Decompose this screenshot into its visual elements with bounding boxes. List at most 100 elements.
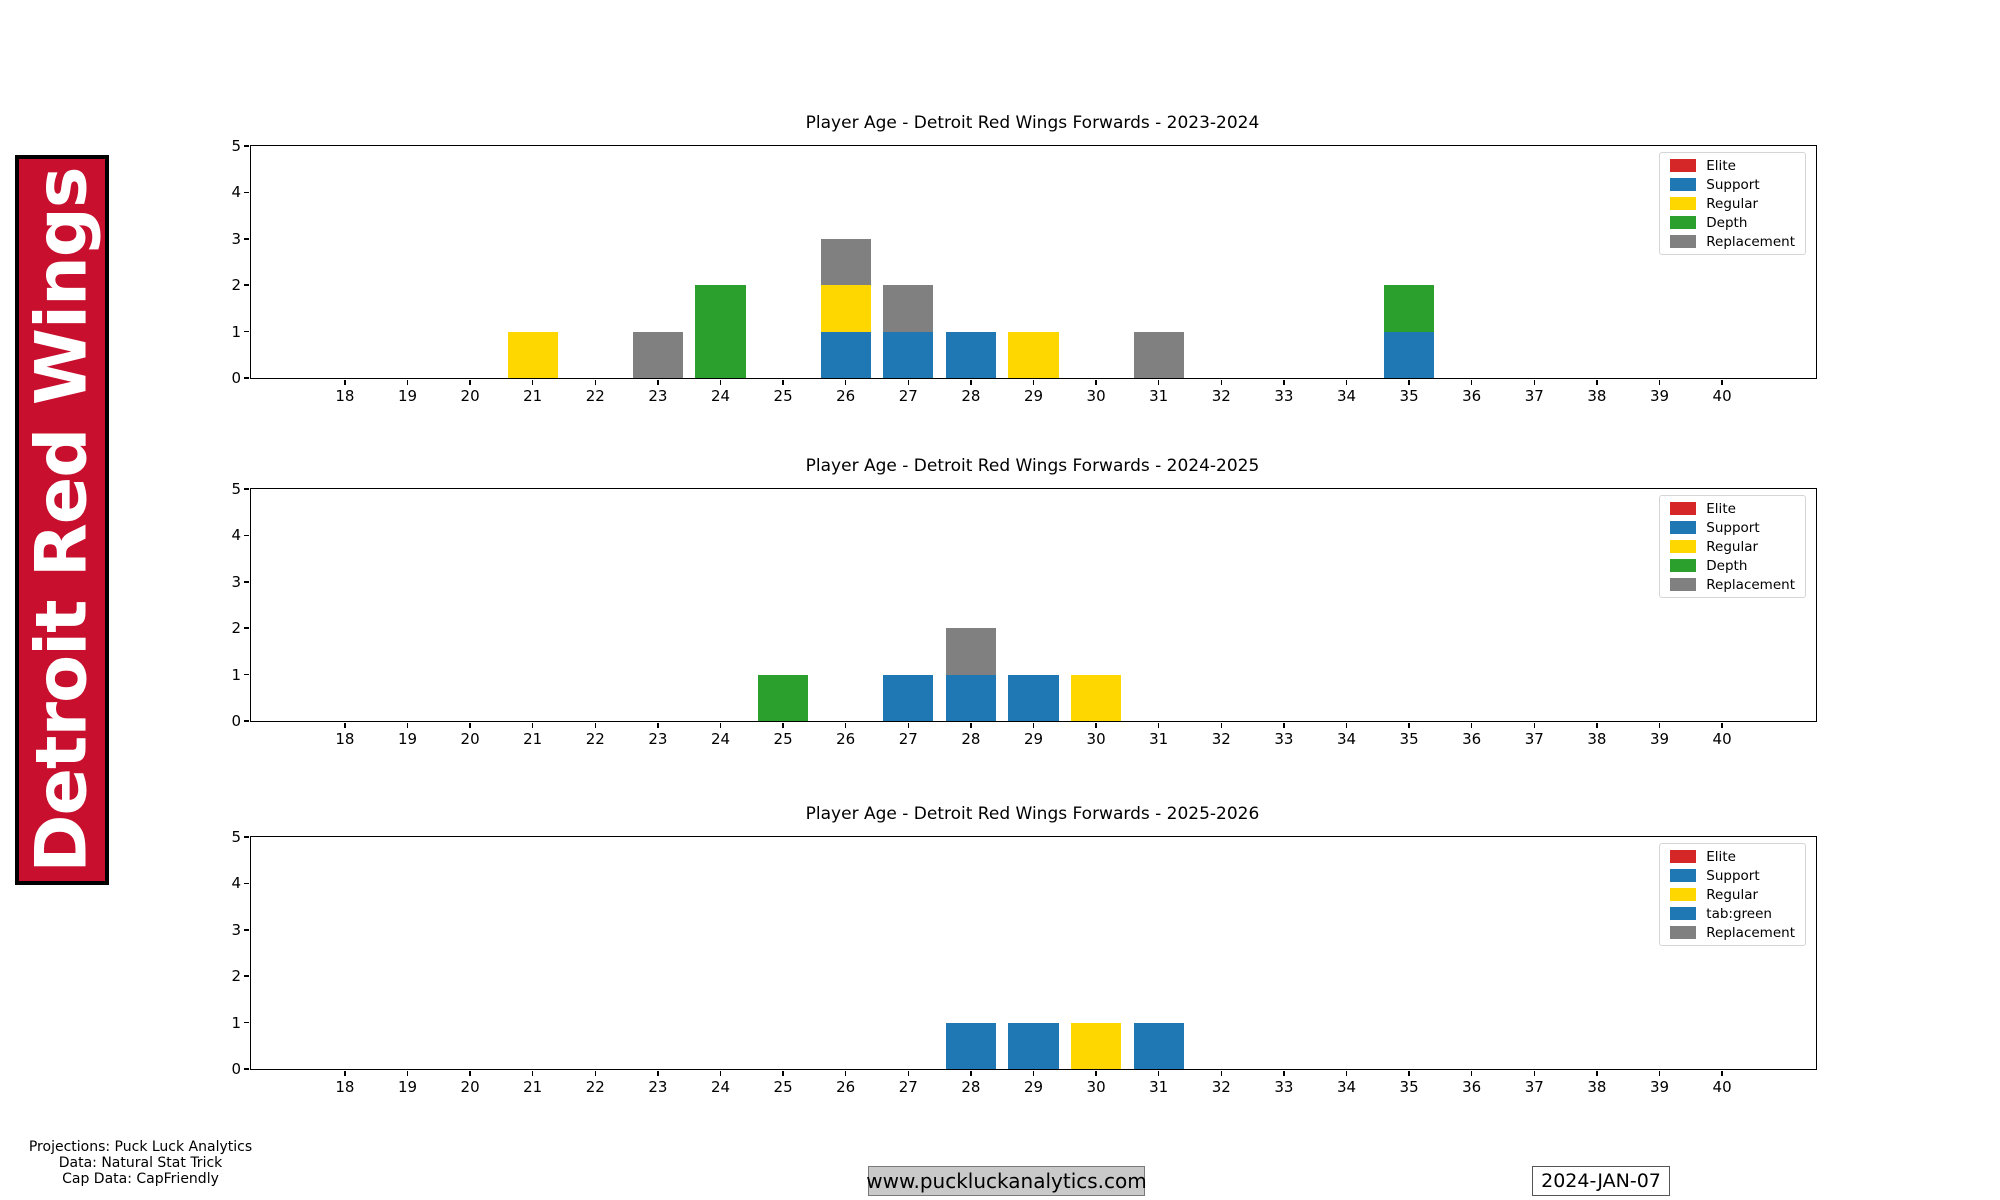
chart-title: Player Age - Detroit Red Wings Forwards … bbox=[805, 804, 1260, 824]
x-tick-37 bbox=[1533, 1070, 1536, 1076]
x-tick-label-33: 33 bbox=[1274, 730, 1294, 748]
y-tick-label-2: 2 bbox=[231, 619, 241, 638]
x-tick-label-37: 37 bbox=[1524, 1078, 1544, 1096]
legend-label: Replacement bbox=[1706, 924, 1795, 941]
x-tick-22 bbox=[594, 722, 597, 728]
chart-title: Player Age - Detroit Red Wings Forwards … bbox=[805, 113, 1260, 133]
x-tick-31 bbox=[1157, 1070, 1160, 1076]
x-tick-label-30: 30 bbox=[1086, 1078, 1106, 1096]
legend-swatch bbox=[1670, 235, 1697, 248]
legend-label: Elite bbox=[1706, 848, 1736, 865]
legend-label: Support bbox=[1706, 867, 1760, 884]
x-tick-26 bbox=[844, 722, 847, 728]
x-tick-label-29: 29 bbox=[1023, 1078, 1044, 1096]
bar-age-27-support bbox=[883, 674, 934, 721]
x-tick-label-24: 24 bbox=[710, 730, 731, 748]
legend-label: Support bbox=[1706, 176, 1760, 193]
legend-item-elite: Elite bbox=[1670, 501, 1795, 517]
y-tick-label-4: 4 bbox=[231, 874, 241, 893]
x-tick-label-31: 31 bbox=[1149, 387, 1169, 405]
x-tick-27 bbox=[907, 1070, 910, 1076]
legend-item-replacement: Replacement bbox=[1670, 234, 1795, 250]
x-tick-19 bbox=[406, 379, 409, 385]
x-tick-19 bbox=[406, 722, 409, 728]
x-tick-29 bbox=[1032, 722, 1035, 728]
bar-age-28-replacement bbox=[945, 628, 996, 675]
legend-item-regular: Regular bbox=[1670, 887, 1795, 903]
x-tick-label-25: 25 bbox=[773, 730, 793, 748]
x-tick-23 bbox=[657, 379, 659, 385]
legend-swatch bbox=[1670, 850, 1697, 863]
legend-item-support: Support bbox=[1670, 520, 1795, 536]
legend-swatch bbox=[1670, 559, 1697, 572]
x-tick-32 bbox=[1220, 722, 1223, 728]
x-tick-label-34: 34 bbox=[1336, 387, 1357, 405]
x-tick-label-19: 19 bbox=[397, 387, 418, 405]
x-tick-label-20: 20 bbox=[460, 387, 480, 405]
y-tick-3 bbox=[244, 929, 249, 931]
x-tick-18 bbox=[344, 379, 346, 385]
x-tick-label-23: 23 bbox=[648, 1078, 668, 1096]
x-tick-20 bbox=[469, 1070, 471, 1076]
y-tick-label-3: 3 bbox=[231, 572, 241, 591]
x-tick-29 bbox=[1032, 1070, 1035, 1076]
x-tick-label-27: 27 bbox=[898, 1078, 918, 1096]
y-tick-2 bbox=[244, 975, 249, 977]
x-tick-label-30: 30 bbox=[1086, 730, 1106, 748]
x-tick-label-24: 24 bbox=[710, 387, 731, 405]
x-tick-label-31: 31 bbox=[1149, 730, 1169, 748]
y-tick-3 bbox=[244, 581, 249, 583]
y-tick-label-4: 4 bbox=[231, 526, 241, 545]
legend-item-depth: Depth bbox=[1670, 557, 1795, 574]
x-tick-38 bbox=[1596, 379, 1598, 385]
bar-age-35-depth bbox=[1384, 285, 1435, 332]
legend-label: Depth bbox=[1706, 557, 1748, 574]
legend-swatch bbox=[1670, 178, 1697, 191]
legend-label: Depth bbox=[1706, 214, 1748, 231]
x-tick-label-36: 36 bbox=[1462, 1078, 1482, 1096]
x-tick-label-28: 28 bbox=[961, 1078, 981, 1096]
y-tick-label-2: 2 bbox=[231, 967, 241, 986]
x-tick-label-40: 40 bbox=[1712, 730, 1732, 748]
x-tick-28 bbox=[970, 379, 972, 385]
x-tick-label-32: 32 bbox=[1211, 730, 1231, 748]
y-tick-label-5: 5 bbox=[231, 480, 241, 498]
y-tick-1 bbox=[244, 673, 249, 676]
legend-item-tab-green: tab:green bbox=[1670, 906, 1795, 922]
x-tick-23 bbox=[657, 1070, 659, 1076]
x-tick-20 bbox=[469, 379, 471, 385]
x-tick-37 bbox=[1533, 379, 1536, 385]
x-tick-label-39: 39 bbox=[1649, 387, 1670, 405]
y-tick-label-1: 1 bbox=[231, 665, 241, 684]
bar-age-28-support bbox=[945, 674, 996, 721]
y-tick-0 bbox=[244, 1068, 249, 1070]
team-banner: Detroit Red Wings bbox=[15, 155, 109, 885]
x-tick-label-18: 18 bbox=[335, 1078, 355, 1096]
x-tick-label-22: 22 bbox=[585, 387, 605, 405]
bar-age-35-support bbox=[1384, 331, 1435, 378]
x-tick-label-40: 40 bbox=[1712, 1078, 1732, 1096]
y-tick-3 bbox=[244, 238, 249, 240]
x-tick-38 bbox=[1596, 722, 1598, 728]
y-tick-label-0: 0 bbox=[231, 712, 241, 730]
legend-swatch bbox=[1670, 888, 1697, 901]
x-tick-38 bbox=[1596, 1070, 1598, 1076]
x-tick-26 bbox=[844, 1070, 847, 1076]
x-tick-20 bbox=[469, 722, 471, 728]
x-tick-25 bbox=[782, 722, 784, 728]
x-tick-label-24: 24 bbox=[710, 1078, 731, 1096]
legend-label: Elite bbox=[1706, 157, 1736, 174]
y-tick-label-0: 0 bbox=[231, 369, 241, 387]
y-tick-label-0: 0 bbox=[231, 1060, 241, 1078]
x-tick-label-40: 40 bbox=[1712, 387, 1732, 405]
x-tick-label-36: 36 bbox=[1462, 387, 1482, 405]
x-tick-40 bbox=[1721, 379, 1723, 385]
x-tick-18 bbox=[344, 722, 346, 728]
x-tick-label-26: 26 bbox=[836, 387, 856, 405]
x-tick-29 bbox=[1032, 379, 1035, 385]
x-tick-label-37: 37 bbox=[1524, 730, 1544, 748]
legend-swatch bbox=[1670, 907, 1697, 920]
x-tick-label-38: 38 bbox=[1587, 730, 1607, 748]
legend: Elite Support Regular Depth Replacement bbox=[1659, 495, 1806, 598]
y-tick-1 bbox=[244, 1021, 249, 1024]
